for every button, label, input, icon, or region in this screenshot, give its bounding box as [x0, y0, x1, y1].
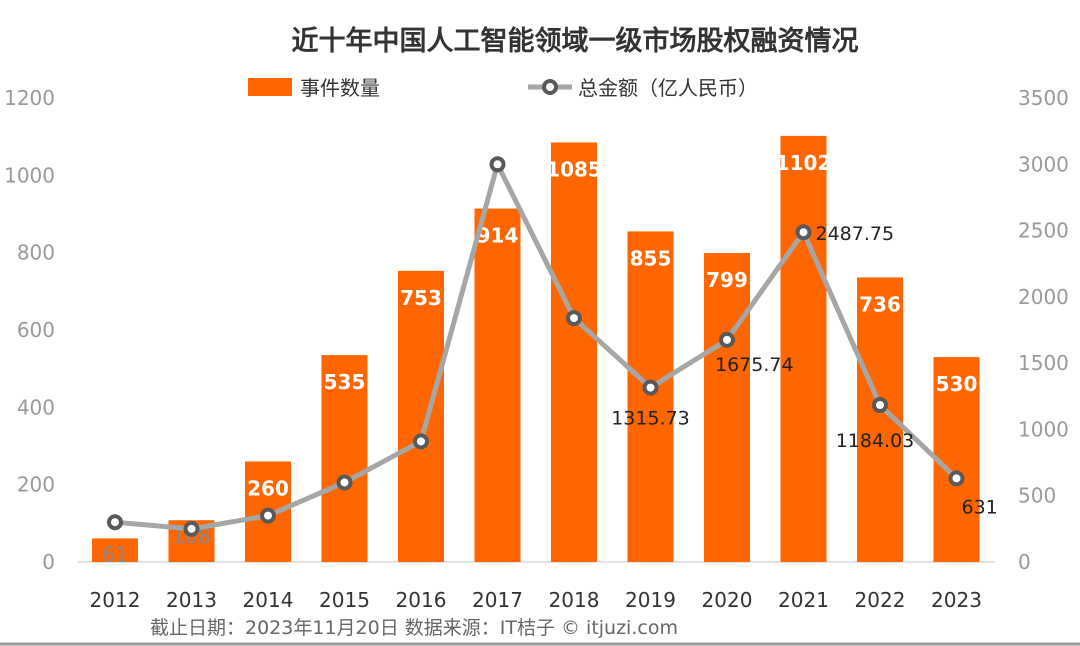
bar-label: 1102 — [776, 151, 832, 175]
line-label: 631 — [962, 496, 998, 518]
x-tick: 2021 — [778, 588, 829, 612]
bar-2017 — [474, 208, 521, 562]
chart-title: 近十年中国人工智能领域一级市场股权融资情况 — [292, 25, 859, 57]
bar-2015 — [321, 355, 368, 562]
y-right-tick: 2000 — [1018, 285, 1069, 309]
x-tick: 2013 — [166, 588, 217, 612]
x-tick: 2022 — [855, 588, 906, 612]
line-point-2015 — [336, 474, 353, 491]
bar-label: 61 — [102, 542, 127, 566]
bar-2023 — [933, 357, 980, 562]
bar-label: 530 — [936, 372, 978, 396]
y-right-tick: 0 — [1018, 550, 1031, 574]
x-tick: 2012 — [90, 588, 141, 612]
y-right-tick: 500 — [1018, 484, 1056, 508]
bar-label: 753 — [400, 286, 442, 310]
y-left-tick: 0 — [42, 550, 55, 574]
legend-label-line: 总金额（亿人民币） — [578, 76, 758, 100]
y-right-tick: 2500 — [1018, 219, 1069, 243]
x-tick: 2016 — [396, 588, 447, 612]
y-left-tick: 1200 — [4, 86, 55, 110]
line-point-2021 — [795, 224, 812, 241]
line-series — [114, 161, 959, 532]
x-tick: 2014 — [243, 588, 294, 612]
line-point-2016 — [413, 433, 429, 450]
bar-label: 736 — [859, 292, 901, 316]
legend-label-bar: 事件数量 — [300, 76, 380, 100]
line-point-2020 — [719, 331, 735, 348]
line-point-2013 — [183, 520, 200, 537]
bar-2018 — [551, 142, 597, 562]
x-tick: 2020 — [702, 588, 753, 612]
bar-label: 799 — [706, 268, 748, 292]
bar-label: 914 — [477, 224, 519, 248]
bar-label: 535 — [324, 370, 366, 394]
bar-2020 — [704, 253, 750, 562]
line-point-2018 — [566, 310, 582, 327]
line-label: 1184.03 — [836, 430, 915, 452]
y-right-tick: 1500 — [1018, 351, 1069, 375]
y-right-tick: 1000 — [1018, 417, 1069, 441]
x-tick: 2019 — [625, 588, 676, 612]
y-left-tick: 200 — [17, 473, 55, 497]
footer-source: 截止日期：2023年11月20日 数据来源：IT桔子 © itjuzi.com — [150, 617, 678, 639]
line-point-2022 — [872, 397, 888, 414]
line-label: 2487.75 — [816, 223, 895, 245]
y-left-tick: 1000 — [4, 163, 55, 187]
line-point-2017 — [489, 156, 506, 173]
y-left-tick: 600 — [17, 318, 55, 342]
legend-line-marker — [542, 79, 558, 95]
y-right-tick: 3000 — [1018, 152, 1069, 176]
line-label: 1675.74 — [715, 354, 794, 376]
line-point-2012 — [107, 514, 123, 531]
x-tick: 2017 — [472, 588, 523, 612]
line-label: 1315.73 — [611, 408, 690, 430]
x-tick: 2023 — [931, 588, 982, 612]
bar-2019 — [627, 231, 674, 562]
line-point-2014 — [260, 507, 276, 524]
y-left-tick: 400 — [17, 395, 55, 419]
line-point-2019 — [642, 379, 659, 396]
legend-bar-swatch — [248, 78, 292, 96]
bar-label: 260 — [247, 476, 289, 500]
bar-2016 — [398, 270, 444, 562]
bar-2021 — [780, 135, 827, 563]
line-point-2023 — [948, 470, 965, 487]
bar-label: 1085 — [546, 157, 602, 181]
x-tick: 2015 — [319, 588, 370, 612]
x-tick: 2018 — [549, 588, 600, 612]
y-left-tick: 800 — [17, 241, 55, 265]
y-right-tick: 3500 — [1018, 86, 1069, 110]
bar-label: 855 — [630, 246, 672, 270]
bar-2012 — [92, 538, 138, 562]
